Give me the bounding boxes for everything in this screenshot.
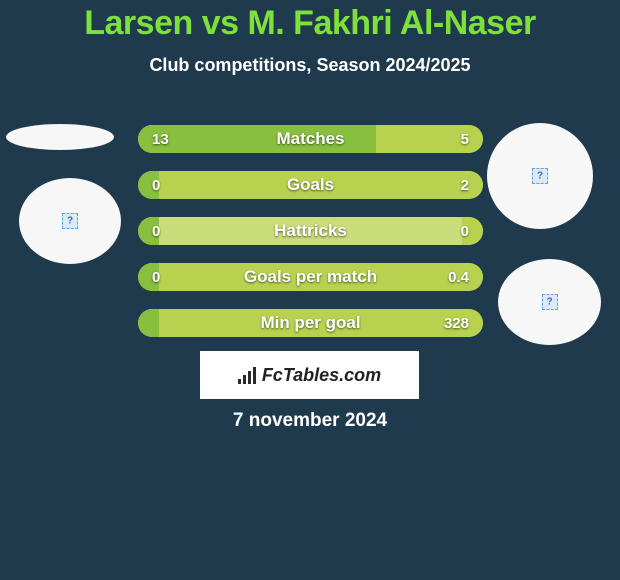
stat-label: Min per goal: [138, 309, 483, 337]
stat-row: Min per goal328: [138, 309, 483, 337]
stats-container: Matches135Goals02Hattricks00Goals per ma…: [138, 125, 483, 355]
stat-row: Hattricks0 0: [138, 217, 483, 245]
stat-row: Goals0 2: [138, 171, 483, 199]
avatar-bottom-left: [19, 178, 121, 264]
stat-label: Hattricks: [138, 217, 483, 245]
infographic-canvas: Larsen vs M. Fakhri Al-Naser Club compet…: [0, 0, 620, 580]
avatar-bottom-right: [498, 259, 601, 345]
image-placeholder-icon: [62, 213, 78, 229]
stat-value-right: 5: [461, 125, 469, 153]
page-subtitle: Club competitions, Season 2024/2025: [0, 55, 620, 76]
stat-row: Goals per match0 0.4: [138, 263, 483, 291]
stat-value-right: 0: [461, 217, 469, 245]
stat-value-left: 13: [152, 125, 169, 153]
stat-value-left: 0: [152, 171, 160, 199]
page-title: Larsen vs M. Fakhri Al-Naser: [0, 0, 620, 43]
fctables-logo: FcTables.com: [200, 351, 419, 399]
date-line: 7 november 2024: [0, 410, 620, 432]
avatar-top-left: [6, 124, 114, 150]
image-placeholder-icon: [542, 294, 558, 310]
stat-label: Matches: [138, 125, 483, 153]
image-placeholder-icon: [532, 168, 548, 184]
avatar-top-right: [487, 123, 593, 229]
stat-label: Goals per match: [138, 263, 483, 291]
stat-value-right: 0.4: [448, 263, 469, 291]
stat-row: Matches13 5: [138, 125, 483, 153]
logo-text: FcTables.com: [262, 365, 381, 386]
stat-value-right: 2: [461, 171, 469, 199]
stat-label: Goals: [138, 171, 483, 199]
stat-value-left: 0: [152, 263, 160, 291]
stat-value-right: 328: [444, 309, 469, 337]
logo-bars-icon: [238, 366, 256, 384]
stat-value-left: 0: [152, 217, 160, 245]
